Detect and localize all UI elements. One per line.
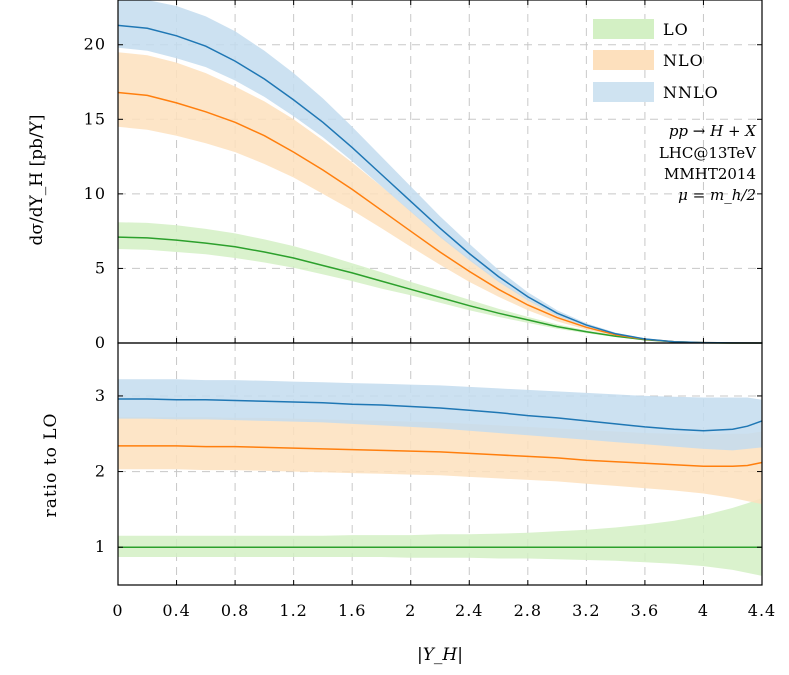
xtick-label-4: 1.6 [338, 601, 366, 620]
annotation-collider: LHC@13TeV [659, 144, 757, 162]
bot-ytick-label-0: 1 [95, 537, 106, 556]
bot-line-nlo [118, 445, 763, 468]
legend-label-nnlo: NNLO [663, 83, 719, 102]
top-line-nnlo [117, 24, 763, 344]
bot-ytick-label-2: 3 [95, 386, 106, 405]
annotation-scale: μ = m_h/2 [678, 186, 756, 204]
top-ytick-label-4: 20 [84, 35, 106, 54]
top-panel-bands [118, 0, 762, 343]
legend: LO NLO NNLO [593, 19, 719, 102]
legend-label-lo: LO [663, 20, 689, 39]
top-ytick-label-2: 10 [84, 184, 106, 203]
top-band-nnlo [118, 0, 762, 343]
bot-band-lo [118, 498, 762, 576]
xtick-label-5: 2 [405, 601, 416, 620]
top-panel-grid [118, 0, 762, 343]
xtick-label-1: 0.4 [162, 601, 190, 620]
annotation-pdf: MMHT2014 [664, 165, 756, 183]
bot-line-nnlo [118, 398, 763, 432]
annotation-process: pp → H + X [669, 122, 757, 140]
xtick-label-7: 2.8 [514, 601, 542, 620]
top-ytick-label-3: 15 [84, 109, 106, 128]
x-axis-label: |Y_H| [417, 645, 463, 665]
legend-swatch-nnlo [593, 82, 654, 102]
top-band-lo [118, 222, 762, 343]
top-panel-y-ticks: 0 5 10 15 20 [84, 35, 762, 352]
bottom-panel-frame [117, 342, 763, 586]
xtick-label-11: 4.4 [748, 601, 776, 620]
xtick-label-3: 1.2 [279, 601, 307, 620]
top-panel-lines [117, 24, 763, 344]
top-ytick-label-0: 0 [95, 333, 106, 352]
bot-band-nnlo [118, 379, 762, 451]
legend-label-nlo: NLO [663, 51, 704, 70]
bot-ytick-label-1: 2 [95, 462, 106, 481]
x-ticks: 0 0.4 0.8 1.2 1.6 2 2.4 2.8 3.2 3.6 4 4.4 [112, 0, 776, 620]
xtick-label-0: 0 [112, 601, 123, 620]
xtick-label-6: 2.4 [455, 601, 483, 620]
xtick-label-9: 3.6 [631, 601, 659, 620]
bottom-panel-lines [118, 398, 763, 548]
annotation-block: pp → H + X LHC@13TeV MMHT2014 μ = m_h/2 [659, 122, 757, 204]
top-band-nlo [118, 52, 762, 343]
bottom-panel-y-ticks: 1 2 3 [95, 386, 762, 556]
xtick-label-2: 0.8 [221, 601, 249, 620]
xtick-label-10: 4 [698, 601, 709, 620]
bottom-y-axis-label: ratio to LO [41, 413, 61, 518]
top-y-axis-label: dσ/dY_H [pb/Y] [27, 114, 47, 245]
legend-swatch-lo [593, 19, 654, 39]
bottom-panel-bands [118, 379, 762, 576]
top-ytick-label-1: 5 [95, 258, 106, 277]
xtick-label-8: 3.2 [572, 601, 600, 620]
legend-swatch-nlo [593, 50, 654, 70]
